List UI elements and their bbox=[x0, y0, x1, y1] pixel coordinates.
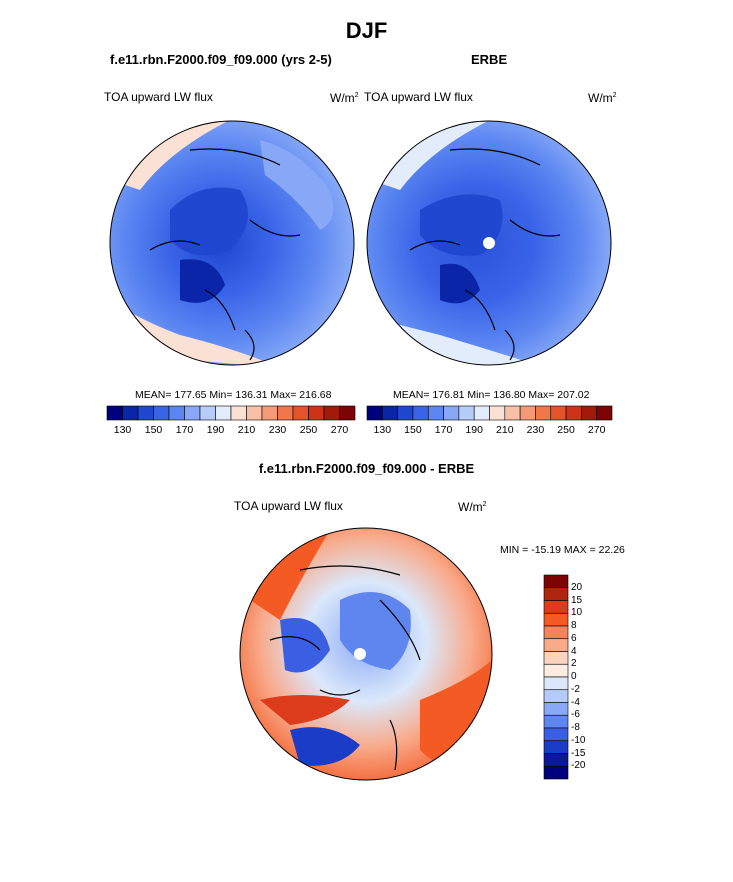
diff-warm-band bbox=[260, 695, 350, 725]
diff-colorbar-tick-label: 8 bbox=[571, 620, 577, 631]
diff-colorbar-tick-label: -2 bbox=[571, 683, 580, 695]
model-colorbar-tick-label: 250 bbox=[299, 424, 318, 436]
model-variable-label: TOA upward LW flux bbox=[104, 90, 213, 104]
diff-cool-atlantic bbox=[290, 727, 360, 766]
diff-colorbar-cell bbox=[543, 702, 569, 716]
diff-colorbar-tick-label: -15 bbox=[571, 747, 586, 759]
diff-colorbar-cell bbox=[543, 625, 569, 640]
diff-cool-canada bbox=[280, 618, 330, 673]
diff-colorbar-tick-label: 2 bbox=[571, 658, 577, 670]
model-warm-pacific bbox=[110, 121, 230, 190]
diff-variable-label: TOA upward LW flux bbox=[234, 499, 343, 513]
diff-colorbar-tick-label: 15 bbox=[571, 594, 583, 606]
diff-colorbar-cell bbox=[543, 612, 569, 627]
model-greenland-min bbox=[180, 259, 225, 303]
obs-colorbar-tick-label: 250 bbox=[557, 424, 575, 436]
obs-coastlines bbox=[409, 148, 561, 361]
model-units-label: W/m2 bbox=[330, 91, 359, 105]
diff-colorbar-tick-label: 10 bbox=[571, 607, 583, 619]
obs-variable-label: TOA upward LW flux bbox=[364, 90, 473, 104]
diff-colorbar-cell bbox=[543, 753, 569, 767]
diff-colorbar-tick-label: -8 bbox=[571, 722, 580, 733]
main-title: DJF bbox=[345, 18, 388, 43]
model-panel-title: f.e11.rbn.F2000.f09_f09.000 (yrs 2-5) bbox=[110, 52, 332, 67]
diff-colorbar-cell bbox=[543, 651, 569, 665]
model-dark-core bbox=[170, 187, 248, 256]
diff-pole-missing-data bbox=[354, 648, 366, 660]
obs-colorbar-tick-label: 130 bbox=[373, 424, 392, 436]
diff-coastlines bbox=[269, 565, 421, 771]
model-colorbar-tick-label: 210 bbox=[237, 424, 256, 436]
obs-pole-missing-data bbox=[483, 237, 495, 249]
diff-colorbar-cell bbox=[543, 638, 569, 652]
model-colorbar-tick-label: 190 bbox=[206, 424, 225, 436]
model-coastlines bbox=[149, 148, 301, 361]
diff-colorbar-tick-label: -20 bbox=[571, 760, 586, 772]
obs-colorbar-tick-label: 150 bbox=[404, 424, 422, 436]
diff-panel-title: f.e11.rbn.F2000.f09_f09.000 - ERBE bbox=[258, 461, 475, 476]
diff-colorbar-cell bbox=[543, 587, 569, 601]
diff-colorbar-cell bbox=[543, 676, 569, 691]
obs-colorbar-tick-label: 230 bbox=[526, 424, 545, 436]
model-colorbar-tick-label: 130 bbox=[113, 424, 132, 436]
obs-map-border bbox=[366, 120, 612, 366]
diff-stats: MIN = -15.19 MAX = 22.26 bbox=[500, 544, 625, 556]
obs-colorbar-cell bbox=[596, 405, 613, 421]
diff-map-border bbox=[239, 527, 493, 781]
diff-colorbar-tick-label: -4 bbox=[571, 696, 580, 708]
model-colorbar-cell bbox=[339, 405, 356, 421]
model-colorbar-tick-label: 230 bbox=[268, 424, 287, 436]
obs-colorbar-tick-label: 170 bbox=[434, 424, 453, 436]
diff-units-label: W/m2 bbox=[458, 500, 487, 514]
diff-colorbar-cell bbox=[543, 689, 569, 703]
diff-warm-pacific bbox=[250, 530, 330, 620]
model-colorbar-tick-label: 170 bbox=[175, 424, 194, 436]
diff-colorbar-tick-label: 4 bbox=[571, 645, 577, 657]
diff-colorbar-tick-label: 6 bbox=[571, 632, 577, 644]
obs-colorbar-tick-label: 210 bbox=[496, 424, 514, 436]
diff-colorbar-tick-label: 0 bbox=[571, 671, 577, 682]
diff-colorbar-cell bbox=[543, 765, 569, 780]
diff-colorbar-cell bbox=[543, 574, 569, 589]
obs-colorbar-tick-label: 190 bbox=[465, 424, 483, 436]
model-light-region bbox=[260, 140, 334, 230]
model-colorbar-tick-label: 270 bbox=[330, 424, 349, 436]
obs-colorbar-tick-label: 270 bbox=[587, 424, 606, 436]
obs-light-pacific bbox=[370, 121, 490, 190]
diff-colorbar-tick-label: -10 bbox=[571, 734, 586, 746]
diff-colorbar-cell bbox=[543, 714, 569, 729]
obs-stats: MEAN= 176.81 Min= 136.80 Max= 207.02 bbox=[393, 389, 590, 401]
diff-colorbar-cell bbox=[543, 600, 569, 614]
obs-panel-title: ERBE bbox=[471, 52, 508, 67]
diff-colorbar-tick-label: -6 bbox=[571, 709, 580, 721]
model-colorbar-tick-label: 150 bbox=[144, 424, 163, 436]
model-map-border bbox=[109, 120, 355, 366]
model-stats: MEAN= 177.65 Min= 136.31 Max= 216.68 bbox=[135, 389, 332, 401]
diff-colorbar-cell bbox=[543, 663, 569, 678]
diff-colorbar-cell bbox=[543, 740, 569, 754]
obs-light-atlantic bbox=[380, 320, 540, 365]
obs-units-label: W/m2 bbox=[588, 91, 617, 105]
diff-colorbar-cell bbox=[543, 727, 569, 742]
diff-colorbar-tick-label: 20 bbox=[571, 581, 583, 593]
